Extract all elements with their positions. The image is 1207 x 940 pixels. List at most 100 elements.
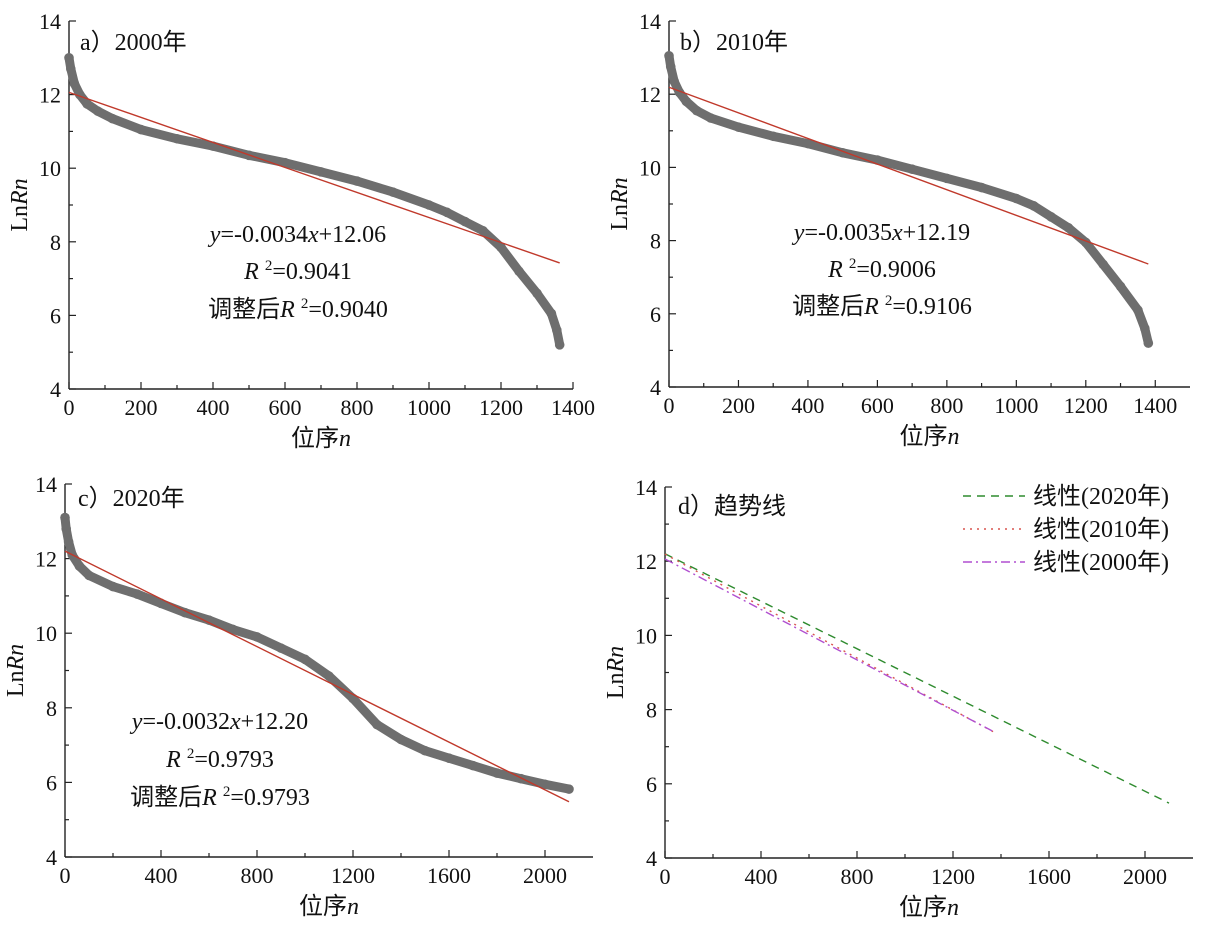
data-point xyxy=(93,106,103,116)
panel-2: 4 6 8 10 12 14 0 200 400 600 800 1000 1200 1400 位序n LnR… xyxy=(607,9,1190,450)
x-axis-title: 位序n xyxy=(899,894,959,921)
data-point xyxy=(564,784,574,794)
x-tick-label: 2000 xyxy=(1123,864,1167,889)
y-tick-label: 12 xyxy=(35,547,57,572)
x-tick-label: 1200 xyxy=(479,395,523,420)
fit-equation: y=-0.0034x+12.06 xyxy=(208,222,386,248)
x-tick-label: 0 xyxy=(60,863,71,888)
y-tick-label: 14 xyxy=(635,475,657,500)
x-tick-label: 600 xyxy=(269,395,302,420)
data-point xyxy=(136,124,146,135)
r-squared: R 2=0.9793 xyxy=(165,746,274,773)
data-point xyxy=(768,131,778,142)
adjusted-r-squared: 调整后R 2=0.9106 xyxy=(792,293,972,320)
y-tick-label: 8 xyxy=(50,230,61,255)
data-point xyxy=(976,182,987,193)
y-tick-label: 4 xyxy=(650,375,661,400)
data-point xyxy=(803,138,813,149)
data-point xyxy=(316,167,326,177)
data-point xyxy=(1046,212,1056,222)
data-point xyxy=(664,50,674,61)
panel-label: a）2000年 xyxy=(80,29,187,56)
y-tick-label: 12 xyxy=(635,549,657,574)
y-axis-title: LnRn xyxy=(7,178,33,231)
data-point xyxy=(63,537,74,547)
data-point xyxy=(172,133,182,144)
data-point xyxy=(691,105,702,116)
data-point xyxy=(496,242,506,253)
data-point xyxy=(492,768,502,778)
x-tick-label: 0 xyxy=(660,864,671,889)
r-squared: R 2=0.9006 xyxy=(827,256,936,283)
data-point xyxy=(442,207,452,218)
y-tick-label: 14 xyxy=(35,472,57,497)
y-tick-label: 8 xyxy=(46,696,57,721)
y-tick-label: 4 xyxy=(46,845,57,870)
data-point xyxy=(907,164,917,175)
x-tick-label: 1000 xyxy=(407,395,451,420)
data-point xyxy=(1140,323,1150,334)
x-tick-label: 1400 xyxy=(1133,393,1177,418)
r-squared: R 2=0.9041 xyxy=(243,258,352,285)
legend-label-3: 线性(2000年) xyxy=(1033,549,1169,576)
x-tick-label: 400 xyxy=(145,863,178,888)
x-axis-title: 位序n xyxy=(900,423,960,450)
x-tick-label: 800 xyxy=(841,864,874,889)
data-point xyxy=(554,340,565,350)
y-tick-label: 6 xyxy=(46,770,57,795)
data-point xyxy=(705,113,716,123)
data-point xyxy=(276,643,286,653)
data-point xyxy=(324,671,334,681)
y-tick-label: 4 xyxy=(50,377,61,402)
data-point xyxy=(1063,222,1074,233)
data-point xyxy=(468,760,478,771)
data-point xyxy=(478,225,488,236)
x-tick-label: 800 xyxy=(241,863,274,888)
x-tick-label: 1000 xyxy=(994,393,1038,418)
panel-label: b）2010年 xyxy=(680,29,788,56)
data-point xyxy=(424,200,434,210)
x-tick-label: 2000 xyxy=(523,863,567,888)
data-point xyxy=(108,581,118,592)
data-point xyxy=(228,624,238,635)
data-point xyxy=(942,173,952,184)
x-tick-label: 1200 xyxy=(1064,393,1108,418)
x-tick-label: 1600 xyxy=(427,863,471,888)
y-tick-label: 6 xyxy=(650,302,661,327)
data-point xyxy=(546,308,557,319)
x-tick-label: 400 xyxy=(791,393,824,418)
y-tick-label: 12 xyxy=(639,82,661,107)
data-point xyxy=(460,216,470,227)
data-point xyxy=(396,734,406,745)
data-point xyxy=(444,753,454,763)
data-point xyxy=(132,589,142,599)
y-tick-label: 12 xyxy=(39,83,61,108)
data-point xyxy=(1011,193,1022,204)
x-tick-label: 1400 xyxy=(551,395,595,420)
x-tick-label: 200 xyxy=(722,393,755,418)
y-axis-title: LnRn xyxy=(3,644,29,697)
data-point xyxy=(514,266,524,277)
fit-equation: y=-0.0032x+12.20 xyxy=(130,709,308,735)
data-point xyxy=(252,632,262,642)
data-point xyxy=(66,64,76,74)
x-tick-label: 800 xyxy=(930,393,963,418)
data-point xyxy=(280,157,290,168)
y-tick-label: 8 xyxy=(650,229,661,254)
data-point xyxy=(1028,201,1039,211)
y-tick-label: 6 xyxy=(646,772,657,797)
data-point xyxy=(156,598,166,609)
fit-line xyxy=(68,91,560,264)
data-point xyxy=(300,654,310,665)
y-tick-label: 8 xyxy=(646,698,657,723)
data-point xyxy=(669,76,680,87)
y-tick-label: 10 xyxy=(639,155,661,180)
panel-label: d）趋势线 xyxy=(678,493,786,520)
y-tick-label: 10 xyxy=(35,621,57,646)
y-tick-label: 10 xyxy=(39,156,61,181)
x-tick-label: 1200 xyxy=(331,863,375,888)
data-point xyxy=(82,99,92,109)
data-point xyxy=(1143,338,1154,348)
y-tick-label: 6 xyxy=(50,303,61,328)
